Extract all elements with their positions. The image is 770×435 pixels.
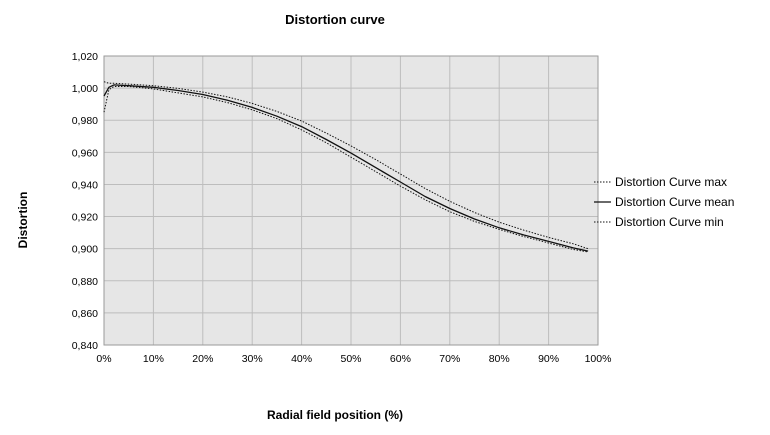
x-tick-label: 100%: [585, 353, 612, 365]
legend-label-2: Distortion Curve min: [615, 215, 724, 229]
x-tick-label: 10%: [143, 353, 164, 365]
chart-title: Distortion curve: [285, 12, 385, 27]
y-tick-label: 1,000: [72, 83, 98, 95]
y-tick-label: 0,940: [72, 179, 98, 191]
series-line-1: [103, 84, 589, 252]
legend-label-0: Distortion Curve max: [615, 175, 727, 189]
y-tick-label: 0,840: [72, 340, 98, 352]
plot-border: [103, 55, 599, 346]
x-tick-label: 80%: [489, 353, 510, 365]
y-tick-label: 0,920: [72, 212, 98, 224]
y-axis-label: Distortion: [16, 192, 30, 249]
series-line-2: [103, 86, 589, 253]
x-tick-label: 60%: [390, 353, 411, 365]
x-axis-label: Radial field position (%): [267, 408, 403, 422]
x-tick-label: 20%: [192, 353, 213, 365]
x-tick-label: 40%: [291, 353, 312, 365]
y-tick-label: 0,880: [72, 276, 98, 288]
x-tick-label: 30%: [242, 353, 263, 365]
x-tick-label: 90%: [538, 353, 559, 365]
y-tick-label: 1,020: [72, 51, 98, 63]
y-tick-label: 0,900: [72, 244, 98, 256]
y-tick-label: 0,960: [72, 147, 98, 159]
legend-label-1: Distortion Curve mean: [615, 195, 734, 209]
x-tick-label: 50%: [340, 353, 361, 365]
x-tick-label: 0%: [96, 353, 111, 365]
x-tick-label: 70%: [439, 353, 460, 365]
y-tick-label: 0,980: [72, 115, 98, 127]
y-tick-label: 0,860: [72, 308, 98, 320]
